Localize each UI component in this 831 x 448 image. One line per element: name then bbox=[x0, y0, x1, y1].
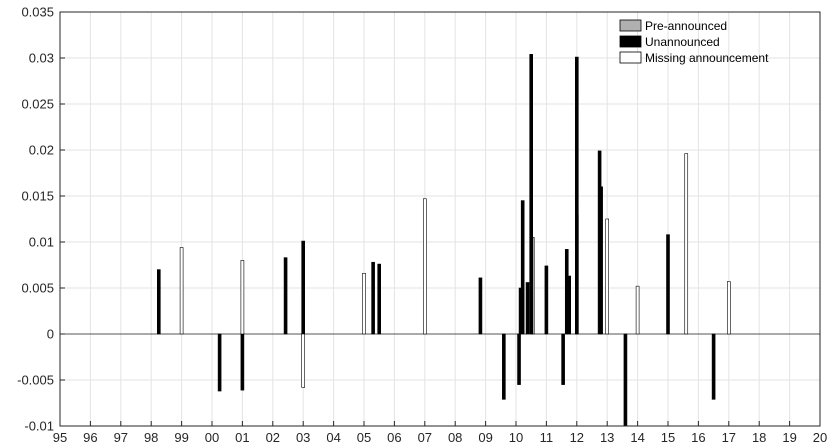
plot-background bbox=[60, 12, 820, 426]
series-unannounced bbox=[157, 54, 716, 427]
x-tick-label: 11 bbox=[540, 430, 554, 445]
bar-unannounced bbox=[240, 333, 245, 391]
legend-label-pre-announced: Pre-announced bbox=[645, 19, 727, 33]
y-tick-label: -0.005 bbox=[17, 373, 54, 388]
x-tick-label: 10 bbox=[509, 430, 523, 445]
bars bbox=[157, 54, 731, 427]
bar-missing-announcement bbox=[301, 333, 306, 388]
y-tick-label: 0.03 bbox=[29, 51, 54, 66]
bar-unannounced bbox=[561, 333, 565, 385]
x-tick-label: 98 bbox=[144, 430, 158, 445]
bar-unannounced bbox=[520, 200, 525, 335]
x-tick-label: 99 bbox=[174, 430, 188, 445]
bar-missing-announcement bbox=[726, 281, 731, 335]
legend: Pre-announced Unannounced Missing announce… bbox=[619, 19, 769, 65]
x-tick-label: 14 bbox=[630, 430, 644, 445]
x-tick-label: 95 bbox=[53, 430, 67, 445]
x-tick-label: 97 bbox=[114, 430, 128, 445]
bar-unannounced bbox=[525, 282, 530, 335]
bar-unannounced bbox=[711, 333, 716, 400]
y-tick-label: 0.025 bbox=[21, 97, 54, 112]
bar-unannounced bbox=[371, 261, 375, 335]
x-tick-label: 12 bbox=[570, 430, 584, 445]
bar-missing-announcement bbox=[422, 198, 427, 335]
bar-unannounced bbox=[283, 257, 288, 335]
x-tick-label: 13 bbox=[600, 430, 614, 445]
x-tick-label: 00 bbox=[205, 430, 219, 445]
bar-unannounced bbox=[544, 265, 549, 335]
bar-missing-announcement bbox=[684, 153, 689, 335]
x-tick-label: 06 bbox=[387, 430, 401, 445]
x-tick-label: 19 bbox=[782, 430, 796, 445]
x-tick-label: 08 bbox=[448, 430, 462, 445]
ticks: 95 96 97 98 99 00 01 02 03 04 05 06 07 08 09 10 11 12 13 14… bbox=[17, 5, 827, 446]
bar-missing-announcement bbox=[635, 285, 640, 335]
bar-unannounced bbox=[517, 333, 521, 385]
legend-swatch-unannounced bbox=[619, 35, 642, 48]
legend-swatch-pre-announced bbox=[619, 19, 642, 32]
legend-swatch-missing-announcement bbox=[619, 51, 642, 64]
bar-unannounced bbox=[217, 333, 222, 392]
bar-missing-announcement bbox=[179, 247, 184, 335]
x-tick-label: 20 bbox=[813, 430, 827, 445]
x-tick-label: 03 bbox=[296, 430, 310, 445]
x-tick-label: 96 bbox=[83, 430, 97, 445]
x-tick-label: 17 bbox=[722, 430, 736, 445]
y-tick-label: 0 bbox=[47, 327, 54, 342]
series-missing-announcement bbox=[179, 153, 731, 388]
x-tick-label: 01 bbox=[235, 430, 249, 445]
x-tick-label: 18 bbox=[752, 430, 766, 445]
plot-frame bbox=[59, 11, 821, 427]
x-tick-label: 05 bbox=[357, 430, 371, 445]
y-tick-label: 0.005 bbox=[21, 281, 54, 296]
x-tick-label: 09 bbox=[478, 430, 492, 445]
x-tick-label: 15 bbox=[661, 430, 675, 445]
bar-unannounced bbox=[574, 56, 579, 335]
x-tick-label: 04 bbox=[326, 430, 340, 445]
x-tick-label: 16 bbox=[691, 430, 705, 445]
bar-unannounced bbox=[567, 275, 572, 335]
legend-label-unannounced: Unannounced bbox=[645, 35, 720, 49]
bar-unannounced bbox=[623, 333, 628, 427]
bar-missing-announcement bbox=[362, 272, 366, 335]
bar-unannounced bbox=[301, 240, 306, 335]
bar-missing-announcement bbox=[240, 260, 245, 335]
legend-label-missing-announcement: Missing announcement bbox=[645, 51, 769, 65]
x-tick-label: 07 bbox=[418, 430, 432, 445]
bar-missing-announcement bbox=[605, 218, 610, 335]
bar-unannounced bbox=[377, 263, 382, 335]
bar-unannounced bbox=[666, 234, 670, 335]
bar-unannounced bbox=[529, 54, 534, 335]
x-tick-label: 02 bbox=[266, 430, 280, 445]
y-tick-label: 0.015 bbox=[21, 189, 54, 204]
y-tick-label: 0.035 bbox=[21, 5, 54, 20]
bar-unannounced bbox=[478, 277, 483, 335]
bar-unannounced bbox=[502, 333, 506, 400]
y-tick-label: -0.01 bbox=[24, 419, 54, 434]
y-tick-label: 0.02 bbox=[29, 143, 54, 158]
bar-unannounced bbox=[599, 186, 603, 335]
bar-unannounced bbox=[157, 269, 161, 335]
y-tick-label: 0.01 bbox=[29, 235, 54, 250]
